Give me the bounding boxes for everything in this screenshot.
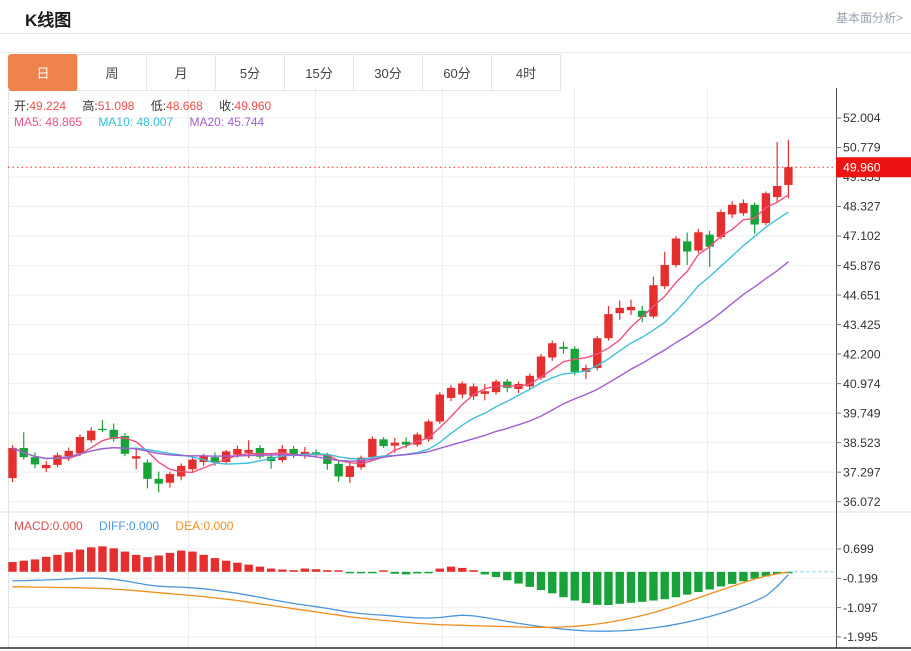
svg-text:39.749: 39.749: [843, 406, 881, 420]
macd-lines: [12, 571, 836, 632]
low-value: 48.668: [166, 99, 203, 113]
diff-value: 0.000: [129, 519, 160, 533]
header-divider: [0, 33, 911, 34]
svg-text:52.004: 52.004: [843, 111, 881, 125]
tab-4hour[interactable]: 4时: [491, 54, 561, 91]
diff-label: DIFF:: [99, 519, 130, 533]
svg-text:38.523: 38.523: [843, 436, 881, 450]
y-axis: 52.00450.77949.55348.32747.10245.87644.6…: [0, 88, 911, 649]
period-tabstrip: 日 周 月 5分 15分 30分 60分 4时: [0, 52, 911, 91]
svg-text:50.779: 50.779: [843, 141, 881, 155]
ma10-value: 48.007: [136, 115, 174, 129]
svg-text:36.072: 36.072: [843, 495, 881, 509]
tab-15min[interactable]: 15分: [284, 54, 354, 91]
page-title: K线图: [25, 11, 72, 30]
open-label: 开:: [14, 99, 30, 113]
low-label: 低:: [150, 99, 167, 113]
tab-month[interactable]: 月: [146, 54, 216, 91]
svg-text:48.327: 48.327: [843, 200, 881, 214]
ma20-value: 45.744: [227, 115, 265, 129]
open-value: 49.224: [29, 99, 67, 113]
fundamental-analysis-link[interactable]: 基本面分析>: [835, 11, 903, 25]
candlesticks: [8, 139, 793, 493]
high-label: 高:: [82, 99, 98, 113]
svg-text:42.200: 42.200: [843, 347, 881, 361]
tab-day[interactable]: 日: [8, 54, 78, 91]
svg-text:-1.097: -1.097: [843, 601, 878, 615]
ma-lines: [12, 194, 789, 474]
tab-5min[interactable]: 5分: [215, 54, 285, 91]
close-value: 49.960: [234, 99, 272, 113]
last-price-badge-value: 49.960: [843, 161, 881, 175]
svg-text:47.102: 47.102: [843, 229, 881, 243]
ma5-label: MA5:: [14, 115, 43, 129]
kline-chart-canvas[interactable]: 52.00450.77949.55348.32747.10245.87644.6…: [0, 88, 911, 651]
macd-value: 0.000: [52, 519, 83, 533]
svg-text:43.425: 43.425: [843, 318, 881, 332]
svg-text:-0.199: -0.199: [843, 572, 878, 586]
ohlc-readout: 开:49.224 高:51.098 低:48.668 收:49.960: [14, 97, 284, 114]
dea-label: DEA:: [175, 519, 204, 533]
svg-text:40.974: 40.974: [843, 377, 881, 391]
tab-60min[interactable]: 60分: [422, 54, 492, 91]
macd-histogram: [8, 546, 793, 606]
ma20-label: MA20:: [189, 115, 225, 129]
svg-text:45.876: 45.876: [843, 259, 881, 273]
ma5-value: 48.865: [45, 115, 83, 129]
ma-readout: MA5: 48.865 MA10: 48.007 MA20: 45.744: [14, 115, 277, 129]
dea-value: 0.000: [203, 519, 234, 533]
high-value: 51.098: [97, 99, 135, 113]
last-price-badge: [836, 157, 911, 178]
ma10-label: MA10:: [98, 115, 134, 129]
macd-label: MACD:: [14, 519, 53, 533]
svg-text:37.297: 37.297: [843, 465, 881, 479]
tab-30min[interactable]: 30分: [353, 54, 423, 91]
svg-text:44.651: 44.651: [843, 288, 881, 302]
close-label: 收:: [219, 99, 235, 113]
tab-week[interactable]: 周: [77, 54, 147, 91]
svg-text:0.699: 0.699: [843, 542, 874, 556]
macd-readout: MACD:0.000 DIFF:0.000 DEA:0.000: [14, 519, 246, 533]
svg-text:-1.995: -1.995: [843, 630, 878, 644]
